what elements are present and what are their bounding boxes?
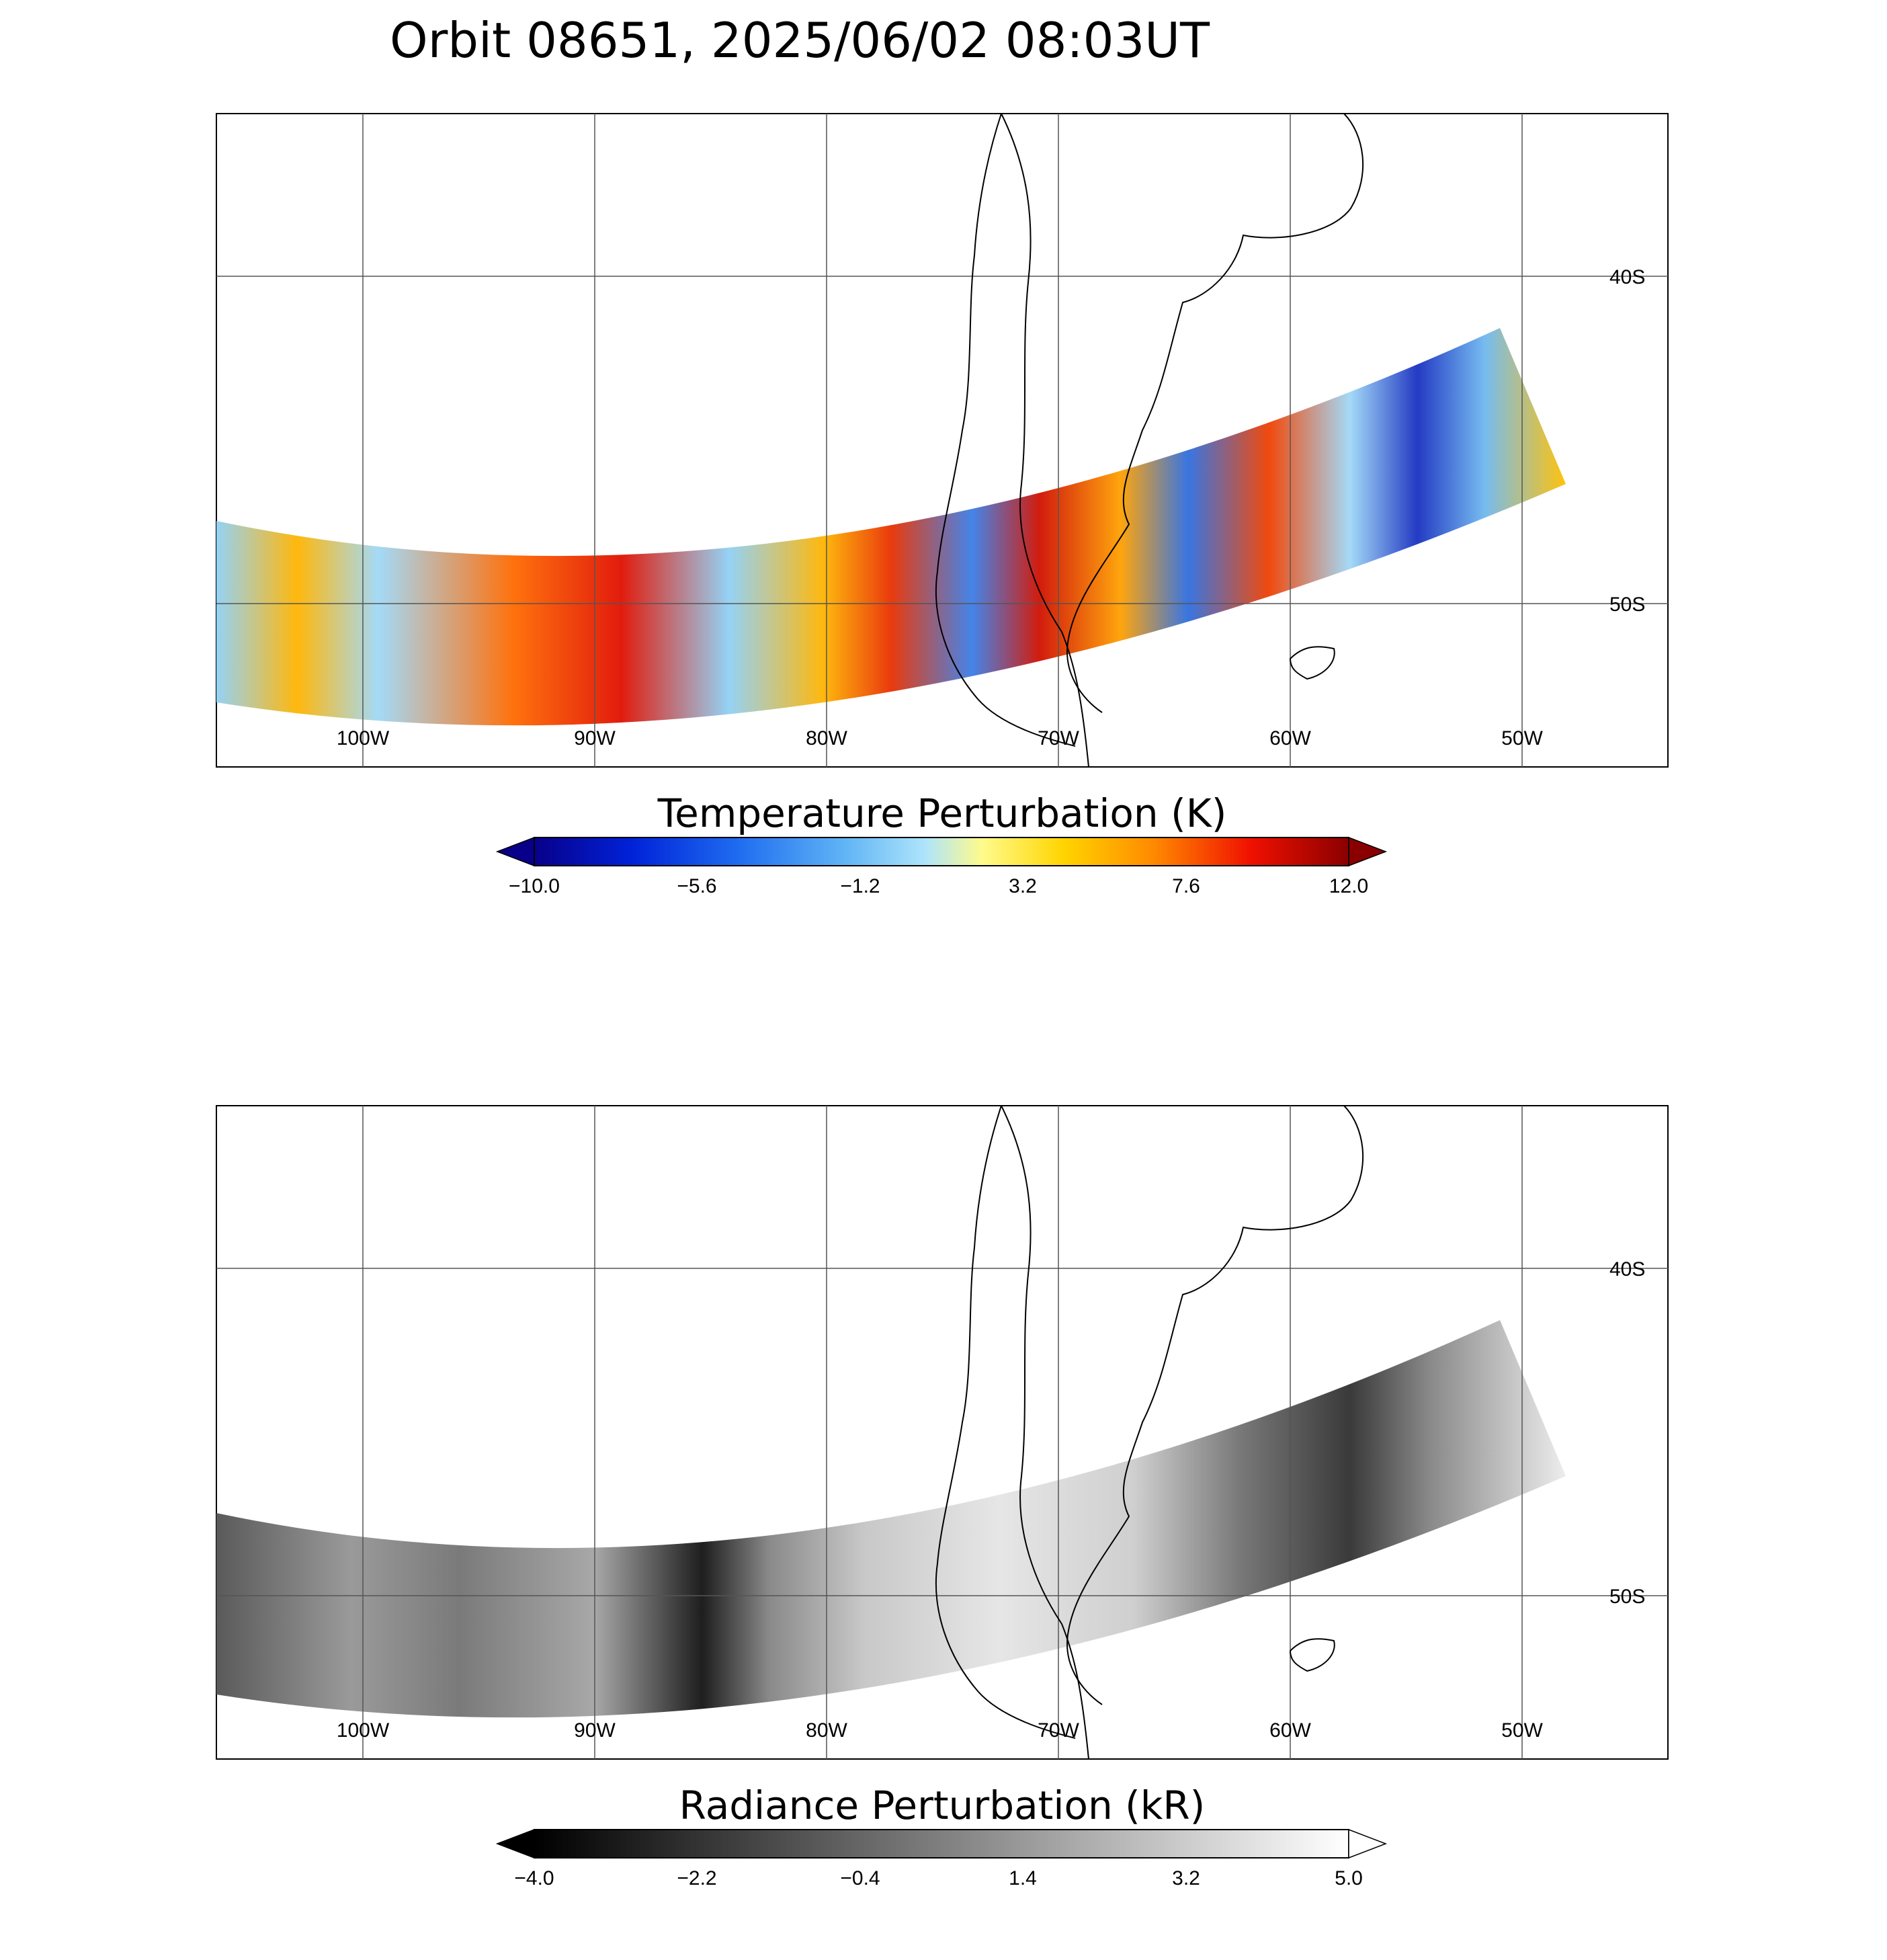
lat-label: 50S: [1609, 1586, 1645, 1608]
lon-label: 80W: [806, 727, 847, 749]
colorbar-tick-label: 1.4: [1009, 1867, 1037, 1889]
radiance-swath: [216, 1320, 1566, 1718]
temperature-coastlines: [935, 114, 1364, 767]
temperature-colorbar-ticks: −10.0 −5.6 −1.2 3.2 7.6 12.0: [509, 875, 1368, 897]
radiance-map-panel: 100W 90W 80W 70W 60W 50W 40S 50S: [216, 1105, 1669, 1760]
colorbar-extend-low: [495, 1828, 535, 1859]
colorbar-tick-label: −5.6: [677, 875, 716, 897]
colorbar-tick-label: −4.0: [514, 1867, 554, 1889]
radiance-colorbar-ticks: −4.0 −2.2 −0.4 1.4 3.2 5.0: [514, 1867, 1362, 1889]
lon-label: 80W: [806, 1719, 847, 1742]
lat-label: 40S: [1609, 266, 1645, 288]
colorbar-extend-high: [1348, 1828, 1388, 1859]
colorbar-tick-label: 3.2: [1172, 1867, 1200, 1889]
lon-label: 60W: [1269, 1719, 1311, 1742]
radiance-colorbar-ramp: [534, 1829, 1349, 1859]
temperature-map-panel: 100W 90W 80W 70W 60W 50W 40S 50S: [216, 113, 1669, 768]
colorbar-extend-high: [1348, 836, 1388, 867]
lat-label: 50S: [1609, 594, 1645, 616]
temperature-colorbar: Temperature Perturbation (K) −10.0 −5.6 …: [495, 790, 1388, 897]
lon-label: 60W: [1269, 727, 1311, 749]
colorbar-tick-label: 3.2: [1009, 875, 1037, 897]
colorbar-tick-label: −2.2: [677, 1867, 716, 1889]
lon-label: 90W: [574, 1719, 616, 1742]
lat-label: 40S: [1609, 1258, 1645, 1280]
colorbar-tick-label: −10.0: [509, 875, 560, 897]
temperature-colorbar-ramp: [534, 837, 1349, 866]
colorbar-tick-label: −0.4: [840, 1867, 880, 1889]
radiance-gridlines: [216, 1106, 1668, 1759]
temperature-lon-labels: 100W 90W 80W 70W 60W 50W: [337, 727, 1544, 749]
colorbar-tick-label: 5.0: [1335, 1867, 1363, 1889]
radiance-coastlines: [935, 1106, 1364, 1759]
lon-label: 100W: [337, 727, 390, 749]
temperature-colorbar-title: Temperature Perturbation (K): [657, 790, 1227, 836]
temperature-swath: [216, 328, 1566, 726]
lon-label: 50W: [1501, 727, 1543, 749]
colorbar-tick-label: −1.2: [840, 875, 880, 897]
lon-label: 100W: [337, 1719, 390, 1742]
radiance-colorbar: Radiance Perturbation (kR) −4.0 −2.2 −0.…: [495, 1783, 1388, 1889]
lon-label: 70W: [1038, 727, 1079, 749]
radiance-lat-labels: 40S 50S: [1609, 1258, 1645, 1608]
colorbar-tick-label: 12.0: [1329, 875, 1368, 897]
lon-label: 90W: [574, 727, 616, 749]
radiance-colorbar-title: Radiance Perturbation (kR): [679, 1783, 1206, 1828]
lon-label: 50W: [1501, 1719, 1543, 1742]
lon-label: 70W: [1038, 1719, 1079, 1742]
colorbar-tick-label: 7.6: [1172, 875, 1200, 897]
colorbar-extend-low: [495, 836, 535, 867]
temperature-lat-labels: 40S 50S: [1609, 266, 1645, 616]
figure-title: Orbit 08651, 2025/06/02 08:03UT: [390, 12, 1210, 69]
radiance-lon-labels: 100W 90W 80W 70W 60W 50W: [337, 1719, 1544, 1742]
